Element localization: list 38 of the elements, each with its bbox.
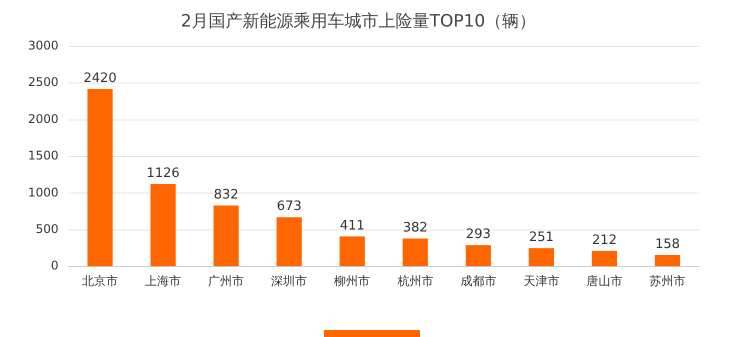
data-label: 1126 <box>146 166 180 181</box>
x-tick-label: 成都市 <box>460 274 496 288</box>
bar <box>654 255 680 266</box>
bar <box>214 206 239 266</box>
chart-title: 2月国产新能源乘用车城市上险量TOP10（辆） <box>180 12 536 32</box>
data-label: 158 <box>655 236 680 252</box>
data-label: 251 <box>528 230 554 246</box>
data-label: 2420 <box>84 70 117 86</box>
bar <box>276 217 302 266</box>
data-label: 411 <box>340 218 365 234</box>
bar <box>340 236 365 266</box>
bar <box>150 184 176 266</box>
bar <box>528 248 554 266</box>
y-tick-label: 2000 <box>28 112 59 126</box>
data-label: 673 <box>276 199 302 214</box>
x-tick-label: 深圳市 <box>271 274 308 288</box>
x-tick-label: 杭州市 <box>396 274 434 288</box>
data-label: 382 <box>402 220 428 236</box>
y-tick-label: 1000 <box>28 185 59 200</box>
y-tick-label: 2500 <box>28 75 59 90</box>
bar <box>402 238 428 266</box>
y-tick-label: 0 <box>50 258 59 273</box>
y-tick-label: 500 <box>36 222 59 236</box>
y-tick-label: 3000 <box>28 38 59 53</box>
bar <box>592 251 618 266</box>
bar <box>87 88 113 266</box>
bar <box>466 245 491 266</box>
x-tick-label: 北京市 <box>82 274 118 288</box>
data-label: 293 <box>466 226 491 242</box>
x-tick-label: 天津市 <box>523 274 560 288</box>
x-tick-label: 上海市 <box>145 274 182 288</box>
x-tick-label: 柳州市 <box>334 274 370 288</box>
data-label: 832 <box>214 187 239 202</box>
x-tick-label: 广州市 <box>208 274 244 288</box>
x-tick-label: 苏州市 <box>649 274 686 288</box>
x-tick-label: 唐山市 <box>586 274 622 288</box>
y-tick-label: 1500 <box>28 148 59 163</box>
data-label: 212 <box>592 232 617 248</box>
